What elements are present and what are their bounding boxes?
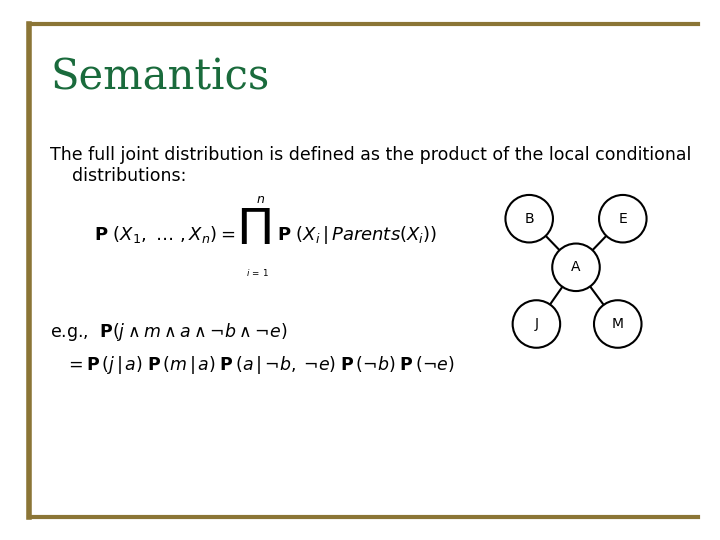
Ellipse shape [505, 195, 553, 242]
Text: $\mathbf{P}$ $(X_1,\ \ldots\ ,X_n) = $: $\mathbf{P}$ $(X_1,\ \ldots\ ,X_n) = $ [94, 225, 235, 245]
Ellipse shape [552, 244, 600, 291]
Text: A: A [571, 260, 581, 274]
Ellipse shape [513, 300, 560, 348]
Text: $= \mathbf{P}\,(j\,|\,a)\;\mathbf{P}\,(m\,|\,a)\;\mathbf{P}\,(a\,|\,\neg b,\;\ne: $= \mathbf{P}\,(j\,|\,a)\;\mathbf{P}\,(m… [65, 354, 454, 376]
Text: E: E [618, 212, 627, 226]
Text: B: B [524, 212, 534, 226]
Ellipse shape [594, 300, 642, 348]
Ellipse shape [599, 195, 647, 242]
Text: $\mathbf{P}$ $(X_i\,|\,\mathit{Parents}(X_i))$: $\mathbf{P}$ $(X_i\,|\,\mathit{Parents}(… [277, 224, 438, 246]
Text: $n$: $n$ [256, 193, 265, 206]
Text: ${}_{i\,=\,1}$: ${}_{i\,=\,1}$ [246, 265, 269, 278]
Text: The full joint distribution is defined as the product of the local conditional
 : The full joint distribution is defined a… [50, 146, 692, 185]
Text: M: M [612, 317, 624, 331]
Text: e.g.,  $\mathbf{P}(j \wedge m \wedge a \wedge \neg b \wedge \neg e)$: e.g., $\mathbf{P}(j \wedge m \wedge a \w… [50, 321, 288, 343]
Text: Semantics: Semantics [50, 57, 270, 99]
Text: $\Pi$: $\Pi$ [236, 206, 271, 253]
Text: J: J [534, 317, 539, 331]
